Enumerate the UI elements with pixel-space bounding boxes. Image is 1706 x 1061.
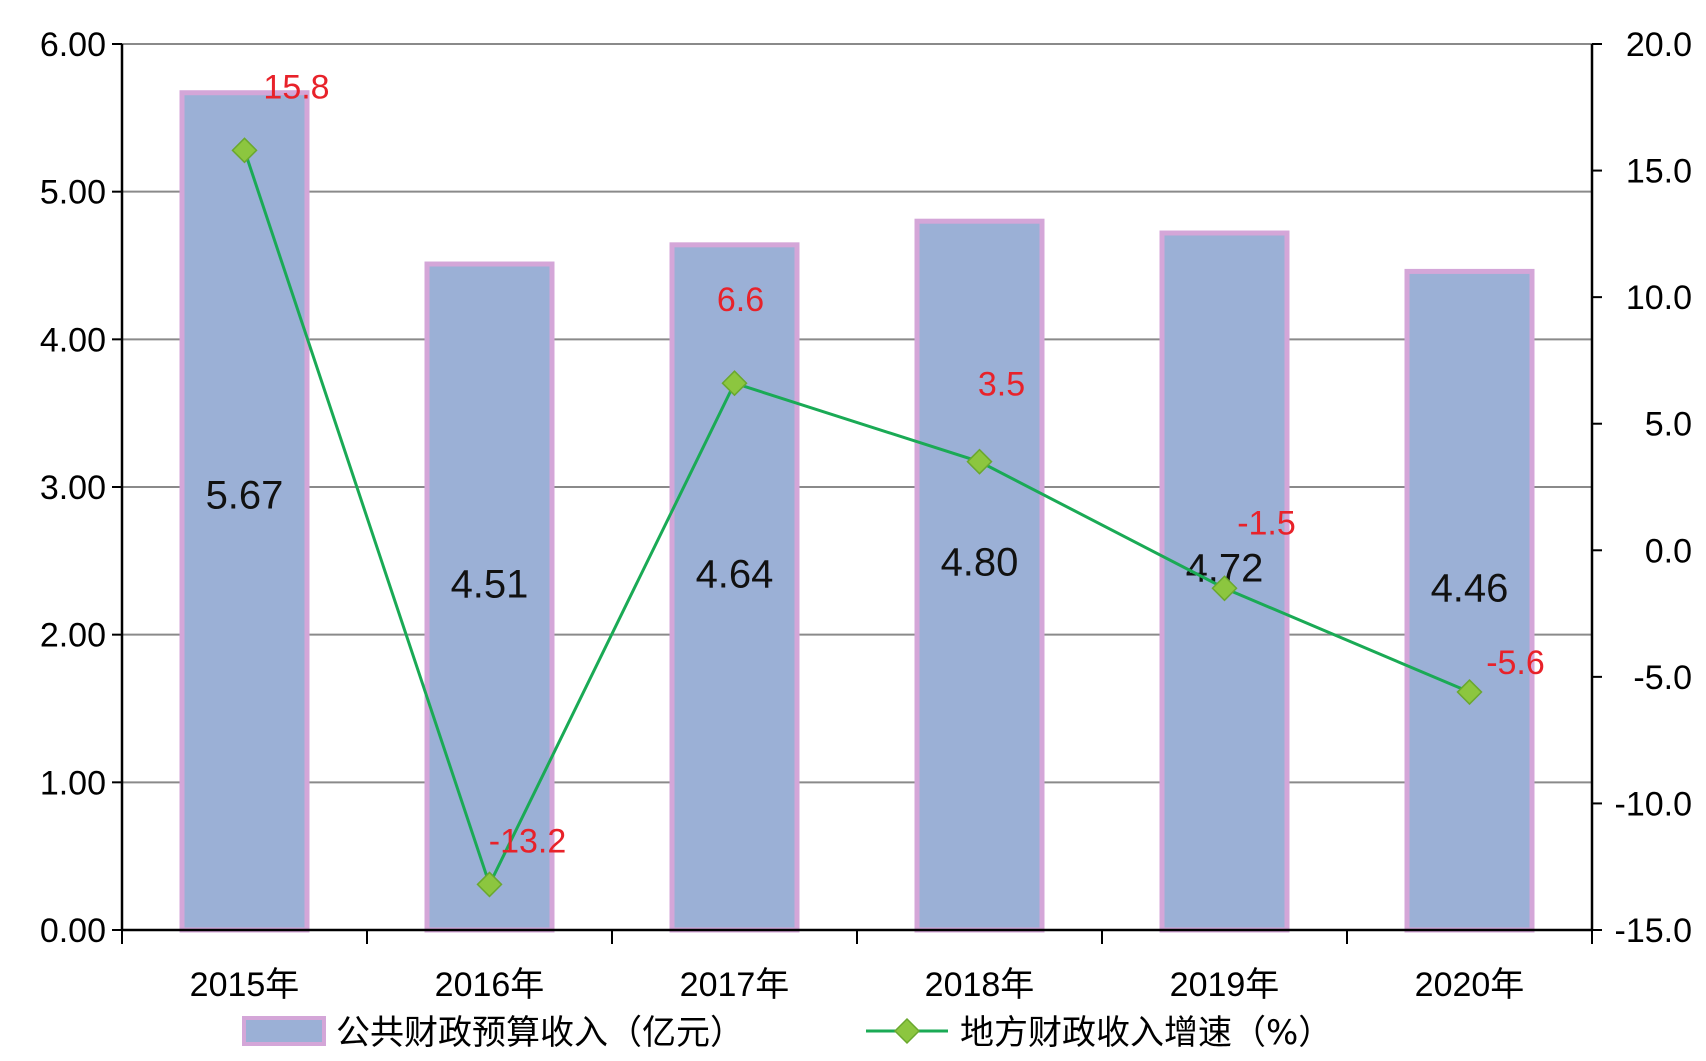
left-tick-label: 0.00 [40,912,106,950]
left-tick-label: 4.00 [40,321,106,359]
line-marker [1456,678,1483,706]
legend-label-bar: 公共财政预算收入（亿元） [336,1013,744,1053]
line-marker [231,137,258,164]
x-tick-label: 2015年 [190,966,300,1004]
left-tick-label: 6.00 [40,26,106,64]
line-value-labels: 15.8 -13.2 6.6 3.5 -1.5 -5.6 [263,68,1544,860]
bar-2018年 [914,218,1045,933]
growth-line [243,149,1471,889]
bar-2020年 [1404,268,1535,933]
x-tick-label: 2016年 [435,966,545,1004]
legend-bar-swatch [242,1016,326,1046]
x-tick-label: 2020年 [1415,966,1525,1004]
legend: 公共财政预算收入（亿元） 地方财政收入增速（%） [242,1013,1332,1053]
line-marker [966,448,993,475]
bar-value-label: 4.64 [696,553,774,597]
left-tick-label: 3.00 [40,469,106,507]
left-tick-label: 1.00 [40,764,106,802]
right-tick-label: -10.0 [1615,785,1693,823]
right-tick-label: 15.0 [1626,153,1692,191]
right-tick-label: -5.0 [1633,659,1692,697]
x-axis-ticks: 2015年 2016年 2017年 2018年 2019年 2020年 [121,930,1593,1004]
line-series [231,137,1483,898]
left-axis-ticks: 0.00 1.00 2.00 3.00 4.00 5.00 6.00 [40,26,122,950]
left-tick-label: 2.00 [40,617,106,655]
line-marker [476,871,503,898]
bar-value-label: 4.80 [941,540,1019,584]
right-tick-label: 5.0 [1645,406,1692,444]
legend-marker-swatch [893,1017,921,1045]
x-tick-label: 2019年 [1170,966,1280,1004]
line-marker [1211,575,1238,602]
line-marker [721,370,748,397]
bar-value-label: 4.46 [1431,567,1509,611]
gridlines [122,43,1592,784]
legend-label-line: 地方财政收入增速（%） [960,1013,1332,1053]
bar-series [179,90,1535,933]
line-value-label: -5.6 [1486,644,1545,682]
right-tick-label: 20.0 [1626,26,1692,64]
bar-2016年 [424,261,555,933]
line-value-label: 15.8 [263,68,329,106]
line-value-label: -13.2 [489,822,567,860]
right-tick-label: 10.0 [1626,279,1692,317]
bar-value-labels: 5.674.51 4.64 4.80 4.72 4.46 [206,474,1509,611]
right-tick-label: 0.0 [1645,532,1692,570]
x-tick-label: 2017年 [680,966,790,1004]
line-value-label: -1.5 [1237,504,1296,542]
line-value-label: 6.6 [717,281,764,319]
bar-2017年 [669,242,800,933]
line-value-label: 3.5 [978,366,1025,404]
right-tick-label: -15.0 [1615,912,1693,950]
bar-value-label: 5.67 [206,474,284,518]
right-axis-ticks: -15.0 -10.0 -5.0 0.0 5.0 10.0 15.0 20.0 [1592,26,1692,950]
x-tick-label: 2018年 [925,966,1035,1004]
left-tick-label: 5.00 [40,174,106,212]
bar-value-label: 4.51 [451,563,529,607]
